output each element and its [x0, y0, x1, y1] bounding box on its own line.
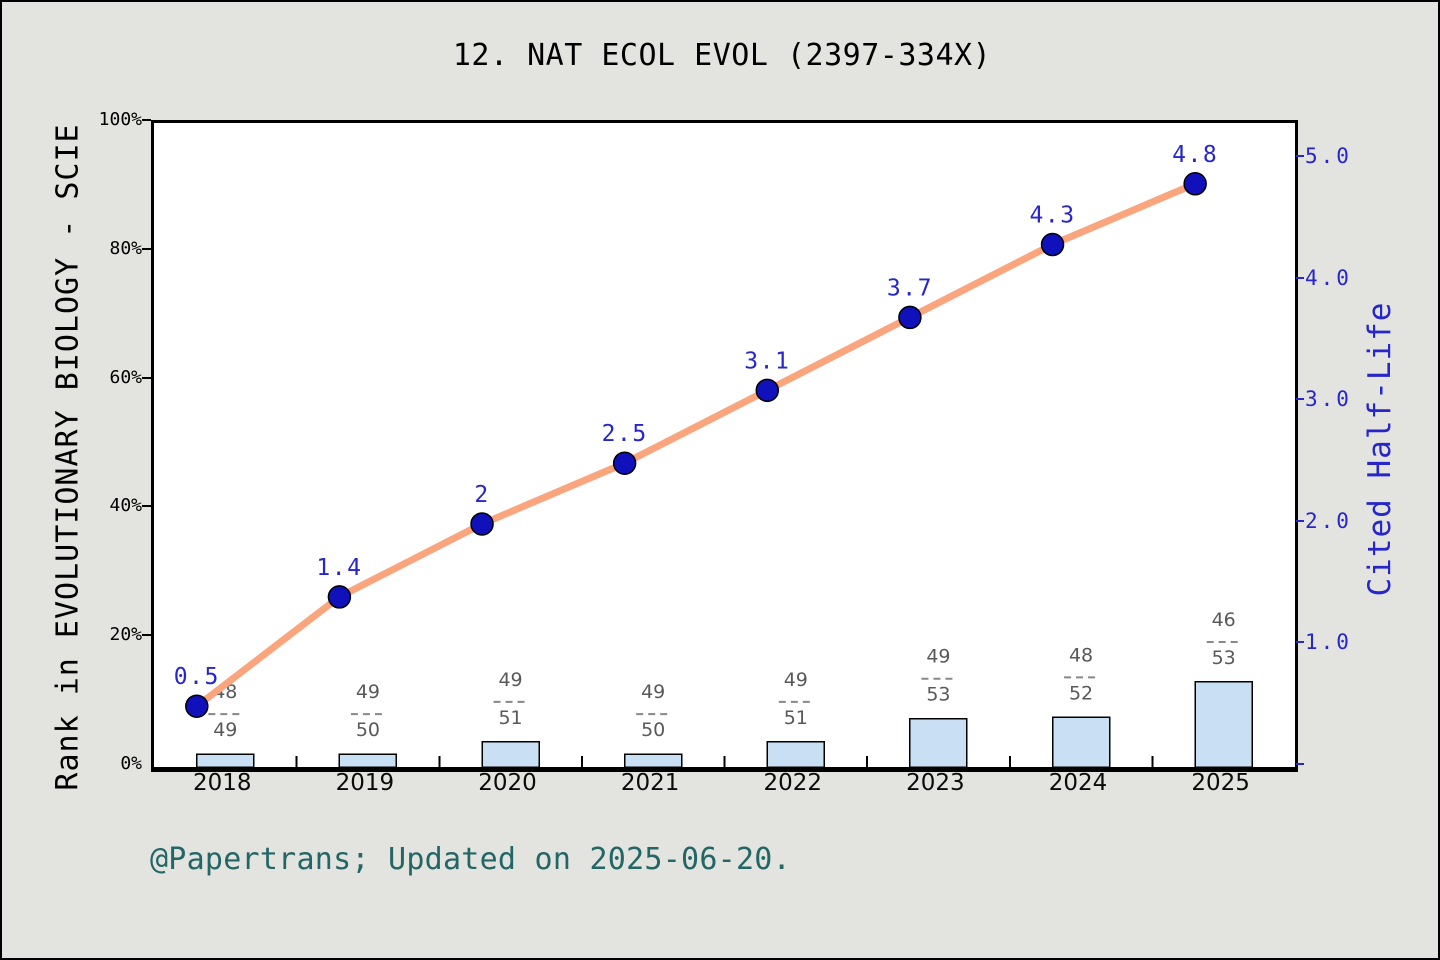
- right-tick-label-3.0: 3.0: [1305, 387, 1352, 412]
- data-point-2024: [1040, 232, 1065, 257]
- left-tick-mark: [142, 505, 151, 508]
- fraction-numerator-2025: 46: [1212, 609, 1236, 631]
- bar-2023: [909, 717, 968, 767]
- cited-half-life-line: [193, 180, 1199, 710]
- right-tick-label-2.0: 2.0: [1305, 508, 1352, 533]
- right-tick-label-1.0: 1.0: [1305, 630, 1352, 655]
- right-tick-mark: [1296, 641, 1304, 644]
- point-label-2023: 3.7: [887, 275, 933, 301]
- plot-area: 48 49 49 50 49 51 49 50 49 51 49 53 48 52 46 53 0.5 1.4 2 2…: [151, 120, 1298, 772]
- left-tick-mark: [142, 376, 151, 379]
- fraction-denominator-2025: 53: [1212, 647, 1236, 669]
- left-tick-label-40%: 40%: [109, 495, 142, 517]
- fraction-numerator-2019: 49: [356, 681, 380, 703]
- point-label-2024: 4.3: [1030, 203, 1076, 229]
- data-point-2022: [755, 378, 780, 403]
- data-point-2025: [1183, 172, 1207, 196]
- data-point-2023: [898, 305, 922, 330]
- x-tick-label-2019: 2019: [335, 770, 395, 796]
- left-tick-label-80%: 80%: [109, 237, 142, 259]
- data-point-2018: [185, 694, 209, 718]
- fraction-numerator-2022: 49: [784, 669, 808, 691]
- x-tick-label-2021: 2021: [620, 770, 680, 796]
- bar-2018: [196, 753, 255, 767]
- left-tick-mark: [142, 119, 151, 121]
- point-label-2021: 2.5: [602, 421, 648, 447]
- fraction-numerator-2023: 49: [926, 646, 950, 668]
- bar-2019: [338, 753, 398, 767]
- x-tick-label-2025: 2025: [1191, 770, 1250, 796]
- x-tick-label-2023: 2023: [906, 770, 965, 796]
- left-tick-mark: [142, 634, 151, 637]
- left-tick-mark: [142, 247, 151, 250]
- left-tick-label-0%: 0%: [120, 753, 142, 774]
- fraction-denominator-2020: 51: [498, 707, 522, 729]
- x-tick-label-2024: 2024: [1048, 770, 1108, 796]
- point-label-2018: 0.5: [174, 664, 220, 690]
- fraction-denominator-2021: 50: [641, 719, 665, 741]
- right-tick-label-5.0: 5.0: [1305, 144, 1352, 169]
- bar-2021: [623, 753, 683, 767]
- right-tick-mark: [1296, 398, 1304, 401]
- fraction-numerator-2024: 48: [1069, 644, 1093, 666]
- right-tick-mark: [1296, 519, 1304, 522]
- bar-2024: [1051, 716, 1111, 767]
- x-tick-label-2018: 2018: [193, 770, 252, 796]
- data-point-2020: [470, 512, 494, 536]
- left-tick-label-60%: 60%: [109, 366, 142, 388]
- fraction-denominator-2019: 50: [356, 719, 380, 741]
- x-tick-label-2020: 2020: [478, 770, 537, 796]
- fraction-numerator-2020: 49: [498, 669, 522, 691]
- right-tick-mark: [1296, 763, 1304, 765]
- chart-title: 12. NAT ECOL EVOL (2397-334X): [452, 38, 992, 73]
- fraction-denominator-2024: 52: [1069, 682, 1093, 704]
- bar-2020: [481, 741, 540, 767]
- fraction-denominator-2018: 49: [213, 719, 237, 741]
- point-label-2022: 3.1: [744, 348, 790, 374]
- fraction-numerator-2021: 49: [641, 681, 665, 703]
- right-tick-mark: [1296, 155, 1304, 158]
- bar-2022: [766, 741, 826, 767]
- right-tick-label-4.0: 4.0: [1305, 265, 1352, 290]
- footer-credit: @Papertrans; Updated on 2025-06-20.: [150, 842, 791, 877]
- fraction-denominator-2022: 51: [784, 707, 808, 729]
- point-label-2025: 4.8: [1172, 142, 1218, 168]
- bar-2025: [1194, 681, 1253, 767]
- right-tick-mark: [1296, 276, 1304, 279]
- left-tick-label-100%: 100%: [98, 109, 142, 130]
- x-tick-label-2022: 2022: [763, 770, 823, 796]
- data-point-2019: [327, 585, 352, 609]
- point-label-2019: 1.4: [316, 555, 362, 581]
- left-tick-label-20%: 20%: [109, 624, 142, 646]
- plot-canvas: 484949504951495049514953485246530.51.422…: [174, 142, 1253, 767]
- fraction-denominator-2023: 53: [926, 684, 950, 706]
- point-label-2020: 2: [474, 482, 489, 508]
- right-axis-title: Cited Half-Life: [1362, 301, 1398, 597]
- data-point-2021: [612, 451, 637, 475]
- left-axis-title: Rank in EVOLUTIONARY BIOLOGY - SCIE: [50, 123, 86, 791]
